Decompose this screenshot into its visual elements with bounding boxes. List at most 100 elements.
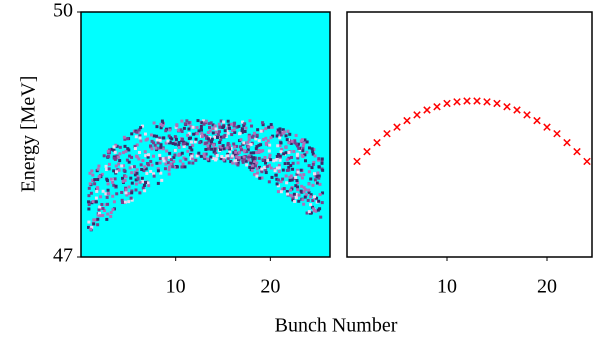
image-pixel bbox=[301, 138, 305, 142]
image-pixel bbox=[114, 164, 118, 168]
image-pixel bbox=[160, 119, 164, 123]
image-pixel bbox=[173, 135, 177, 139]
image-pixel bbox=[302, 141, 306, 145]
image-pixel bbox=[144, 138, 148, 142]
image-pixel bbox=[292, 149, 296, 153]
image-pixel bbox=[114, 143, 118, 147]
image-pixel bbox=[135, 171, 139, 175]
image-pixel bbox=[250, 164, 254, 168]
image-pixel bbox=[293, 199, 297, 203]
image-pixel bbox=[263, 156, 267, 160]
image-pixel bbox=[205, 135, 209, 139]
image-pixel bbox=[97, 174, 101, 178]
image-pixel bbox=[155, 134, 159, 138]
image-pixel bbox=[243, 129, 247, 133]
image-pixel bbox=[275, 154, 279, 158]
image-pixel bbox=[292, 176, 296, 180]
image-pixel bbox=[309, 177, 313, 181]
image-pixel bbox=[285, 190, 289, 194]
image-pixel bbox=[156, 169, 160, 173]
image-pixel bbox=[165, 149, 169, 153]
image-pixel bbox=[155, 138, 159, 142]
image-pixel bbox=[297, 193, 301, 197]
image-pixel bbox=[250, 168, 254, 172]
image-pixel bbox=[253, 156, 257, 160]
image-pixel bbox=[317, 157, 321, 161]
image-pixel bbox=[87, 186, 91, 190]
image-pixel bbox=[278, 127, 282, 131]
image-pixel bbox=[203, 133, 207, 137]
image-pixel bbox=[312, 148, 316, 152]
image-pixel bbox=[158, 161, 162, 165]
image-pixel bbox=[146, 163, 150, 167]
image-pixel bbox=[315, 196, 319, 200]
image-pixel bbox=[206, 137, 210, 141]
image-pixel bbox=[261, 158, 265, 162]
image-pixel bbox=[183, 122, 187, 126]
image-pixel bbox=[226, 154, 230, 158]
image-pixel bbox=[97, 211, 101, 215]
image-pixel bbox=[215, 154, 219, 158]
image-pixel bbox=[206, 130, 210, 134]
image-pixel bbox=[180, 119, 184, 123]
image-pixel bbox=[257, 148, 261, 152]
image-pixel bbox=[160, 178, 164, 182]
image-pixel bbox=[130, 191, 134, 195]
image-pixel bbox=[256, 128, 260, 132]
image-pixel bbox=[251, 166, 255, 170]
image-pixel bbox=[302, 173, 306, 177]
image-pixel bbox=[109, 177, 113, 181]
image-pixel bbox=[274, 158, 278, 162]
image-pixel bbox=[303, 188, 307, 192]
image-pixel bbox=[227, 126, 231, 130]
image-pixel bbox=[264, 136, 268, 140]
image-pixel bbox=[318, 193, 322, 197]
image-pixel bbox=[123, 200, 127, 204]
image-pixel bbox=[227, 123, 231, 127]
image-pixel bbox=[307, 164, 311, 168]
image-pixel bbox=[257, 156, 261, 160]
image-pixel bbox=[126, 147, 130, 151]
image-pixel bbox=[93, 178, 97, 182]
image-pixel bbox=[218, 140, 222, 144]
image-pixel bbox=[106, 149, 110, 153]
image-pixel bbox=[97, 208, 101, 212]
image-pixel bbox=[146, 181, 150, 185]
image-pixel bbox=[133, 173, 137, 177]
image-pixel bbox=[138, 180, 142, 184]
image-pixel bbox=[257, 143, 261, 147]
image-pixel bbox=[191, 144, 195, 148]
image-pixel bbox=[121, 176, 125, 180]
image-pixel bbox=[125, 158, 129, 162]
image-pixel bbox=[245, 150, 249, 154]
image-pixel bbox=[165, 127, 169, 131]
image-pixel bbox=[259, 143, 263, 147]
image-pixel bbox=[194, 137, 198, 141]
image-pixel bbox=[164, 162, 168, 166]
image-pixel bbox=[112, 183, 116, 187]
image-pixel bbox=[204, 147, 208, 151]
y-axis-label: Energy [MeV] bbox=[18, 76, 40, 193]
image-pixel bbox=[231, 129, 235, 133]
image-pixel bbox=[237, 157, 241, 161]
image-pixel bbox=[133, 144, 137, 148]
image-pixel bbox=[134, 135, 138, 139]
image-pixel bbox=[106, 212, 110, 216]
image-pixel bbox=[317, 165, 321, 169]
image-pixel bbox=[295, 153, 299, 157]
image-pixel bbox=[219, 157, 223, 161]
image-pixel bbox=[294, 175, 298, 179]
scatter-point bbox=[403, 116, 411, 125]
image-pixel bbox=[228, 143, 232, 147]
image-pixel bbox=[113, 150, 117, 154]
image-pixel bbox=[135, 143, 139, 147]
image-pixel bbox=[135, 155, 139, 159]
image-pixel bbox=[300, 176, 304, 180]
image-pixel bbox=[177, 153, 181, 157]
image-pixel bbox=[137, 128, 141, 132]
image-pixel bbox=[279, 141, 283, 145]
image-pixel bbox=[143, 132, 147, 136]
image-pixel bbox=[127, 192, 131, 196]
image-pixel bbox=[230, 154, 234, 158]
image-pixel bbox=[284, 145, 288, 149]
